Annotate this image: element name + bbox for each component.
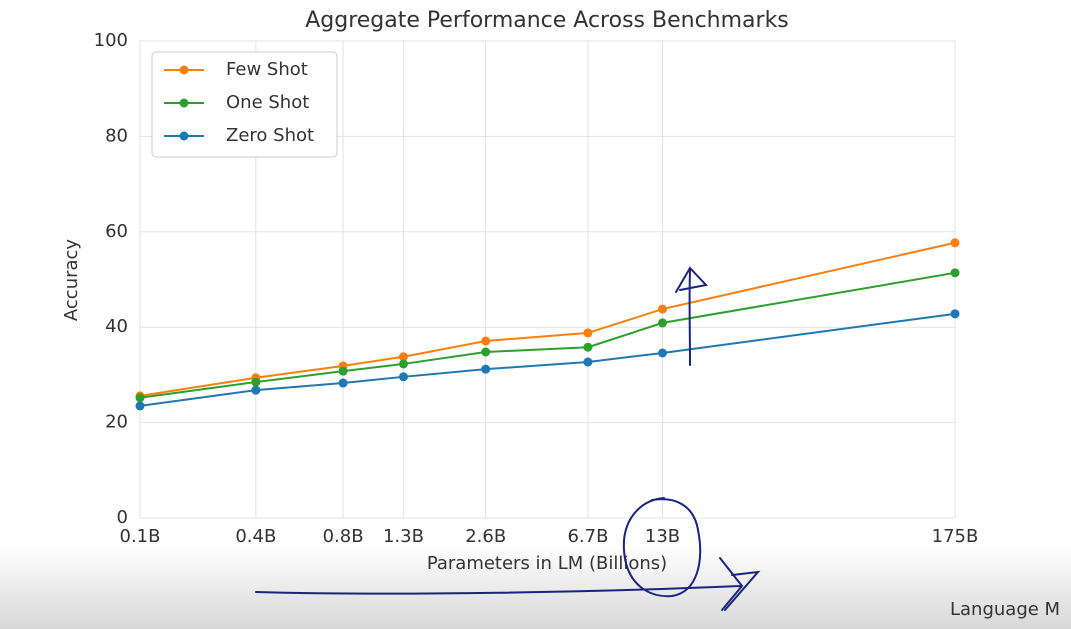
x-tick-label: 13B [645, 526, 680, 547]
data-point [135, 401, 145, 411]
data-point [950, 268, 960, 278]
chart-title: Aggregate Performance Across Benchmarks [305, 8, 789, 33]
data-point [583, 328, 593, 338]
data-point [950, 238, 960, 248]
legend-label: One Shot [226, 92, 309, 113]
x-tick-label: 0.1B [120, 526, 161, 547]
series-line [139, 271, 956, 399]
x-tick-label: 6.7B [567, 526, 608, 547]
x-axis-label: Parameters in LM (Billions) [427, 553, 667, 574]
data-point [481, 364, 491, 374]
handwritten-annotation [255, 266, 761, 611]
data-point [950, 309, 960, 319]
y-tick-label: 100 [94, 30, 128, 51]
video-band [0, 545, 1071, 629]
y-tick-label: 80 [105, 125, 128, 146]
data-point [251, 377, 261, 387]
data-point [481, 347, 491, 357]
x-tick-label: 2.6B [465, 526, 506, 547]
y-tick-label: 60 [105, 221, 128, 242]
data-point [398, 372, 408, 382]
x-tick-label: 0.4B [235, 526, 276, 547]
data-point [658, 318, 668, 328]
data-point [135, 393, 145, 403]
data-point [251, 385, 261, 395]
x-tick-label: 175B [932, 526, 979, 547]
data-point [658, 304, 668, 314]
legend-marker [179, 131, 189, 141]
legend-marker [179, 98, 189, 108]
legend-marker [179, 65, 189, 75]
data-point [398, 359, 408, 369]
x-tick-label: 1.3B [383, 526, 424, 547]
legend-label: Zero Shot [226, 125, 314, 146]
data-point [583, 342, 593, 352]
data-point [658, 348, 668, 358]
y-tick-label: 20 [105, 412, 128, 433]
y-tick-label: 40 [105, 316, 128, 337]
data-point [338, 366, 348, 376]
y-tick-label: 0 [117, 507, 128, 528]
data-point [481, 336, 491, 346]
legend-label: Few Shot [226, 59, 308, 80]
y-axis-label: Accuracy [61, 239, 82, 322]
x-tick-label: 0.8B [323, 526, 364, 547]
series-line [139, 241, 956, 397]
data-point [583, 357, 593, 367]
data-point [398, 352, 408, 362]
series-line [139, 312, 956, 407]
data-point [338, 378, 348, 388]
footer-text: Language M [950, 599, 1060, 620]
legend-box [151, 51, 338, 158]
